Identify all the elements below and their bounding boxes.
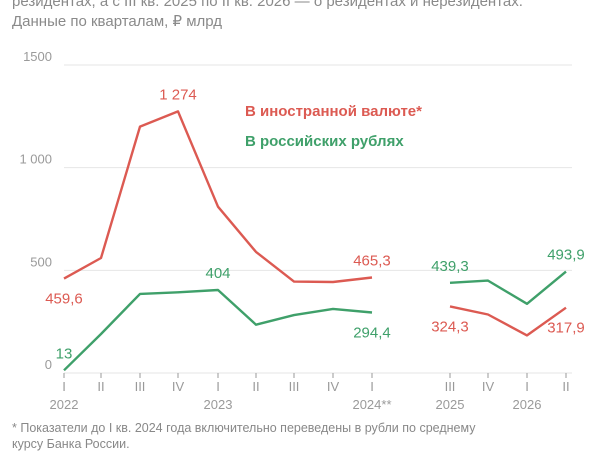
year-label: 2024**: [352, 397, 391, 412]
data-label: 317,9: [547, 320, 585, 337]
x-tick-label: III: [135, 379, 146, 394]
data-label: 294,4: [353, 325, 391, 342]
data-label: 13: [56, 345, 73, 362]
data-label: 404: [205, 265, 230, 282]
x-tick-label: I: [370, 379, 374, 394]
x-tick-label: IV: [482, 379, 495, 394]
y-tick-label: 1500: [23, 49, 52, 64]
y-tick-label: 500: [30, 254, 52, 269]
footnote-line-2: курсу Банка России.: [12, 437, 130, 451]
foreign-currency-line: [449, 305, 567, 337]
rubles-line: [449, 270, 567, 305]
rubles-line: [63, 288, 373, 372]
year-label: 2022: [50, 397, 79, 412]
x-tick-label: IV: [327, 379, 340, 394]
year-label: 2023: [204, 397, 233, 412]
footnote-line-1: * Показатели до I кв. 2024 года включите…: [12, 421, 476, 435]
subtitle-line-1: резидентах, а с III кв. 2025 по II кв. 2…: [12, 0, 523, 10]
x-tick-label: III: [445, 379, 456, 394]
legend-rubles: В российских рублях: [245, 133, 404, 150]
data-label: 459,6: [45, 291, 83, 308]
data-label: 1 274: [159, 86, 197, 103]
x-tick-label: IV: [172, 379, 185, 394]
footnote: * Показатели до I кв. 2024 года включите…: [12, 420, 572, 452]
y-tick-label: 1 000: [19, 152, 52, 167]
data-label: 439,3: [431, 258, 469, 275]
x-tick-label: I: [525, 379, 529, 394]
foreign-currency-line: [63, 110, 373, 284]
data-label: 493,9: [547, 247, 585, 264]
x-tick-label: II: [252, 379, 259, 394]
y-tick-label: 0: [45, 357, 52, 372]
chart-subtitle: резидентах, а с III кв. 2025 по II кв. 2…: [12, 0, 523, 32]
x-tick-label: I: [62, 379, 66, 394]
x-tick-label: II: [97, 379, 104, 394]
data-label: 324,3: [431, 318, 469, 335]
data-label: 465,3: [353, 252, 391, 269]
year-label: 2026: [513, 397, 542, 412]
subtitle-line-2: Данные по кварталам, ₽ млрд: [12, 13, 223, 30]
legend-foreign-currency: В иностранной валюте*: [245, 103, 422, 120]
x-tick-label: I: [216, 379, 220, 394]
x-tick-label: III: [289, 379, 300, 394]
x-tick-label: II: [562, 379, 569, 394]
year-label: 2025: [436, 397, 465, 412]
